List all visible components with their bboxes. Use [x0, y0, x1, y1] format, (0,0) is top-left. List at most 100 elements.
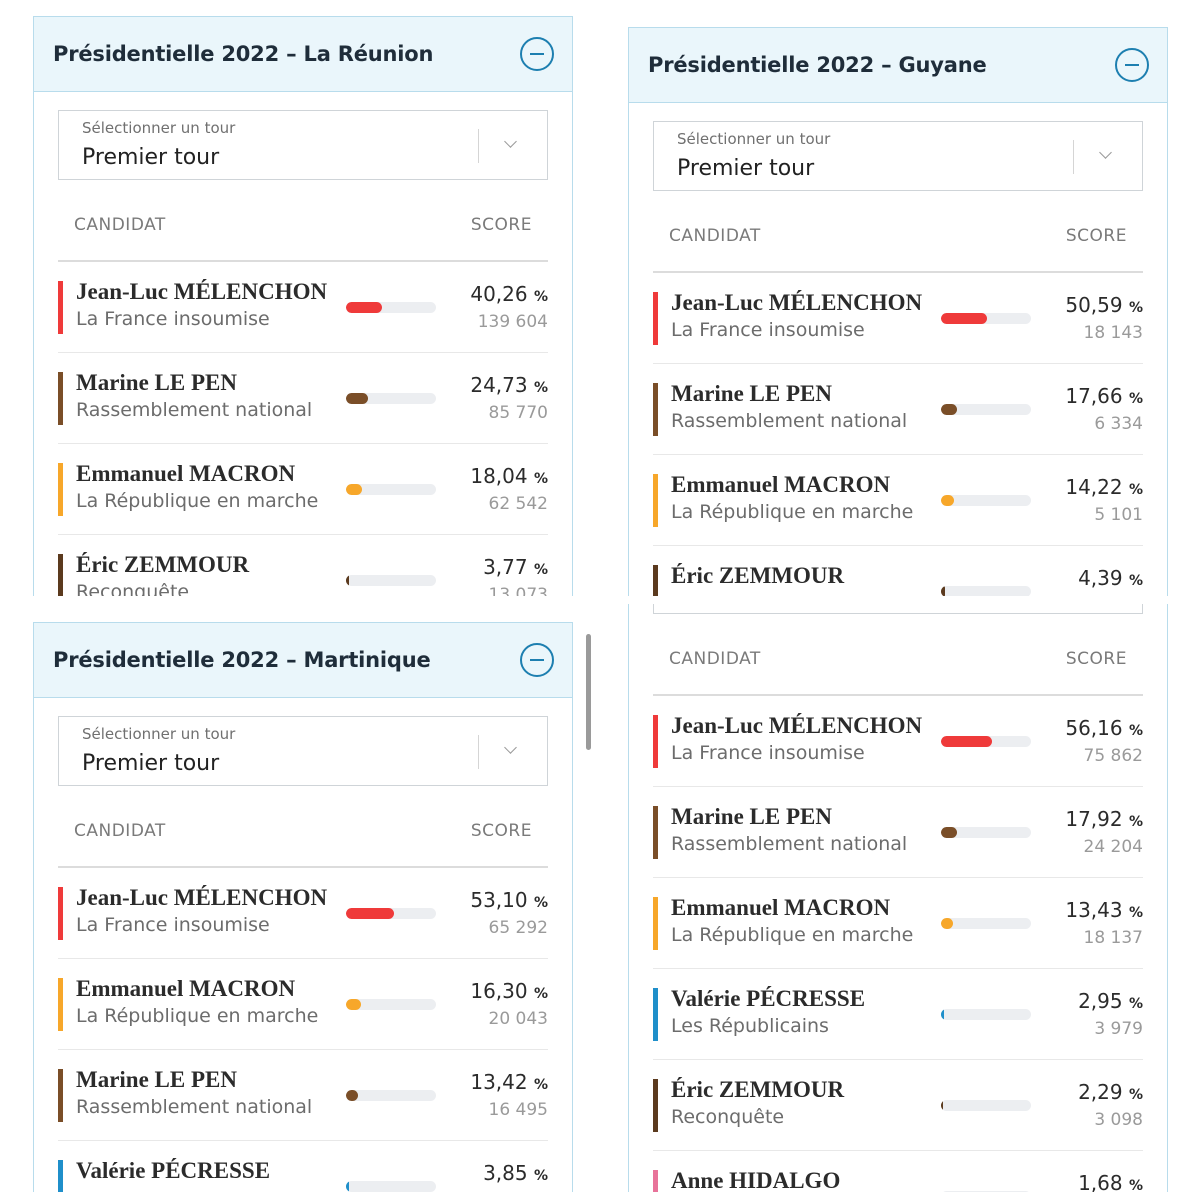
candidate-party: La République en marche: [671, 501, 914, 523]
candidate-party: Rassemblement national: [76, 399, 313, 421]
party-color-stripe: [653, 897, 658, 950]
panel-title: Présidentielle 2022 – Martinique: [53, 648, 431, 672]
score-bar: [346, 1090, 436, 1101]
column-score: SCORE: [470, 215, 532, 235]
vote-count: 16 495: [488, 1100, 548, 1120]
percent-unit: %: [533, 471, 548, 487]
vote-count: 18 137: [1083, 928, 1143, 948]
panel-title: Présidentielle 2022 – La Réunion: [53, 42, 434, 66]
candidate-name: Éric ZEMMOUR: [671, 1077, 845, 1102]
percent-unit: %: [1128, 300, 1143, 316]
party-color-stripe: [653, 1170, 658, 1192]
candidate-party: Rassemblement national: [671, 410, 908, 432]
score-percent-value: 3,77: [483, 555, 528, 579]
percent-unit: %: [533, 1077, 548, 1093]
candidate-row: Emmanuel MACRON La République en marche 14…: [653, 455, 1143, 546]
candidate-row: Anne HIDALGO 1,68 %: [653, 1151, 1143, 1192]
round-select-value: Premier tour: [677, 156, 815, 181]
score-bar: [941, 495, 1031, 506]
candidate-name: Marine LE PEN: [76, 370, 237, 395]
score-percent-value: 40,26: [470, 282, 528, 306]
round-select-value: Premier tour: [82, 751, 220, 776]
candidate-name: Emmanuel MACRON: [76, 461, 296, 486]
vote-count: 5 101: [1094, 505, 1143, 525]
percent-unit: %: [1128, 814, 1143, 830]
score-percent: 4,39 %: [1078, 566, 1143, 590]
score-bar-fill: [941, 495, 954, 506]
candidate-party: La France insoumise: [76, 308, 270, 330]
percent-unit: %: [533, 1168, 548, 1184]
round-select[interactable]: Sélectionner un tour Premier tour: [653, 121, 1143, 191]
score-bar-fill: [941, 827, 958, 838]
candidate-name: Valérie PÉCRESSE: [76, 1158, 271, 1183]
vote-count: 62 542: [488, 494, 548, 514]
collapse-button[interactable]: [1115, 48, 1149, 82]
minus-icon: [1125, 64, 1139, 66]
score-percent: 18,04 %: [470, 464, 548, 488]
score-bar-fill: [941, 918, 954, 929]
vote-count: 65 292: [488, 918, 548, 938]
candidate-party: Reconquête: [76, 581, 190, 596]
candidate-row: Marine LE PEN Rassemblement national 17,92…: [653, 787, 1143, 878]
candidate-name: Valérie PÉCRESSE: [671, 986, 866, 1011]
vote-count: 13 073: [488, 585, 548, 596]
percent-unit: %: [1128, 905, 1143, 921]
column-candidate: CANDIDAT: [74, 821, 166, 841]
candidate-party: Les Républicains: [671, 1015, 829, 1037]
score-bar-fill: [941, 404, 957, 415]
table-header: CANDIDAT SCORE: [653, 614, 1143, 696]
round-select[interactable]: Sélectionner un tour Premier tour: [58, 110, 548, 180]
select-bottom-edge: [653, 604, 1143, 614]
collapse-button[interactable]: [520, 643, 554, 677]
candidate-name: Jean-Luc MÉLENCHON: [76, 885, 328, 910]
column-score: SCORE: [1065, 226, 1127, 246]
select-divider: [478, 735, 479, 769]
candidate-name: Marine LE PEN: [671, 804, 832, 829]
score-percent: 13,42 %: [470, 1070, 548, 1094]
score-percent-value: 13,42: [470, 1070, 528, 1094]
minus-icon: [530, 659, 544, 661]
party-color-stripe: [653, 1079, 658, 1132]
select-divider: [478, 129, 479, 163]
score-bar: [941, 586, 1031, 596]
score-percent-value: 3,85: [483, 1161, 528, 1185]
candidate-row: Emmanuel MACRON La République en marche 18…: [58, 444, 548, 535]
score-bar-fill: [941, 1191, 943, 1192]
panel-results-continued: CANDIDAT SCORE Jean-Luc MÉLENCHON La Fran…: [628, 604, 1168, 1192]
score-percent: 17,66 %: [1065, 384, 1143, 408]
percent-unit: %: [1128, 996, 1143, 1012]
candidate-row: Marine LE PEN Rassemblement national 13,42…: [58, 1050, 548, 1141]
candidate-name: Marine LE PEN: [76, 1067, 237, 1092]
column-score: SCORE: [1065, 649, 1127, 669]
score-bar: [941, 1100, 1031, 1111]
candidate-row: Emmanuel MACRON La République en marche 13…: [653, 878, 1143, 969]
score-bar-fill: [941, 1009, 944, 1020]
party-color-stripe: [653, 715, 658, 768]
candidate-row: Éric ZEMMOUR Reconquête 2,29 % 3 098: [653, 1060, 1143, 1151]
score-percent-value: 13,43: [1065, 898, 1123, 922]
panel-la-reunion: Présidentielle 2022 – La Réunion Sélecti…: [33, 16, 573, 596]
score-bar: [941, 918, 1031, 929]
panel-guyane: Présidentielle 2022 – Guyane Sélectionne…: [628, 27, 1168, 596]
score-percent: 1,68 %: [1078, 1171, 1143, 1192]
candidate-row: Jean-Luc MÉLENCHON La France insoumise 50,…: [653, 273, 1143, 364]
score-percent: 56,16 %: [1065, 716, 1143, 740]
candidate-party: Rassemblement national: [76, 1096, 313, 1118]
round-select-label: Sélectionner un tour: [82, 119, 236, 137]
panel-header: Présidentielle 2022 – Guyane: [629, 27, 1167, 103]
score-percent-value: 2,29: [1078, 1080, 1123, 1104]
panel-header: Présidentielle 2022 – La Réunion: [34, 16, 572, 92]
candidate-row: Jean-Luc MÉLENCHON La France insoumise 53,…: [58, 868, 548, 959]
score-bar: [346, 1181, 436, 1192]
score-percent: 14,22 %: [1065, 475, 1143, 499]
scrollbar[interactable]: [586, 634, 591, 750]
collapse-button[interactable]: [520, 37, 554, 71]
round-select[interactable]: Sélectionner un tour Premier tour: [58, 716, 548, 786]
candidate-row: Éric ZEMMOUR Reconquête 3,77 % 13 073: [58, 535, 548, 596]
candidate-name: Jean-Luc MÉLENCHON: [76, 279, 328, 304]
score-percent-value: 17,66: [1065, 384, 1123, 408]
score-percent-value: 24,73: [470, 373, 528, 397]
column-candidate: CANDIDAT: [669, 649, 761, 669]
score-bar: [346, 908, 436, 919]
candidate-name: Emmanuel MACRON: [76, 976, 296, 1001]
